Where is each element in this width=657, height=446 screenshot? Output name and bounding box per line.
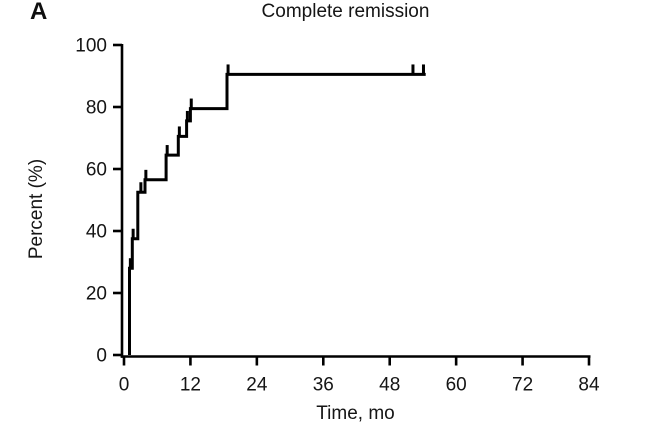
remission-step-curve bbox=[128, 72, 426, 355]
x-tick-label: 24 bbox=[246, 375, 268, 396]
y-tick-label: 80 bbox=[86, 98, 107, 119]
x-tick-label: 12 bbox=[180, 375, 201, 396]
x-tick-label: 0 bbox=[119, 375, 130, 396]
x-tick-label: 60 bbox=[446, 375, 467, 396]
x-tick-label: 36 bbox=[313, 375, 334, 396]
y-tick-label: 100 bbox=[75, 36, 107, 57]
y-tick-label: 40 bbox=[86, 222, 107, 243]
chart-title: Complete remission bbox=[261, 1, 430, 22]
x-tick-label: 48 bbox=[379, 375, 400, 396]
x-axis-label: Time, mo bbox=[316, 403, 395, 424]
y-tick-label: 60 bbox=[86, 160, 107, 181]
x-tick-label: 72 bbox=[512, 375, 533, 396]
y-tick-label: 20 bbox=[86, 284, 107, 305]
panel-label: A bbox=[30, 0, 48, 25]
x-tick-label: 84 bbox=[578, 375, 600, 396]
y-tick-label: 0 bbox=[96, 346, 107, 367]
y-axis-label: Percent (%) bbox=[26, 158, 47, 260]
